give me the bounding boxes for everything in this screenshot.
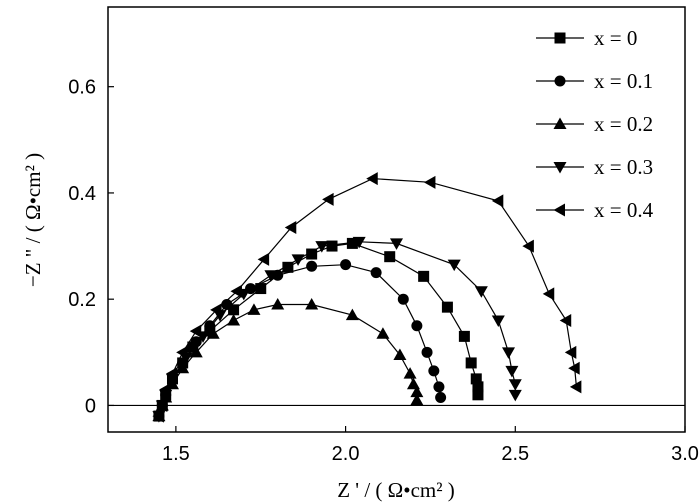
point-marker [305, 298, 319, 310]
point-marker [403, 367, 417, 379]
legend-label: x = 0.4 [594, 198, 654, 222]
point-marker [322, 192, 334, 206]
point-marker [271, 298, 285, 310]
point-marker [255, 283, 267, 295]
point-marker [152, 409, 164, 423]
point-marker [390, 238, 403, 250]
point-marker [284, 220, 297, 234]
point-marker [291, 254, 305, 266]
point-marker [315, 241, 329, 253]
series-line [158, 303, 418, 417]
point-marker [472, 381, 484, 393]
legend: x = 0 x = 0.1 x = 0.2 x = 0.3 x = 0.4 [536, 26, 654, 222]
point-marker [282, 261, 294, 273]
point-marker [346, 237, 358, 249]
y-tick-label: 0.2 [68, 289, 96, 311]
point-marker [435, 391, 447, 403]
point-marker [190, 336, 202, 348]
point-marker [366, 172, 378, 186]
y-tick-label: 0 [85, 395, 96, 417]
point-marker [505, 365, 519, 378]
point-marker [228, 304, 240, 316]
series-group [153, 259, 447, 422]
point-marker [553, 162, 567, 174]
point-marker [568, 361, 580, 375]
point-marker [165, 367, 178, 381]
x-tick-label: 2.0 [332, 443, 360, 465]
point-marker [176, 361, 190, 374]
series-group [152, 172, 582, 423]
x-tick-label: 3.0 [671, 443, 699, 465]
point-marker [345, 308, 359, 321]
point-marker [472, 389, 484, 401]
point-marker [393, 348, 407, 360]
point-marker [306, 260, 318, 272]
point-marker [397, 293, 409, 305]
point-marker [470, 373, 482, 385]
point-marker [155, 398, 168, 412]
point-marker [553, 117, 567, 129]
point-marker [508, 379, 522, 391]
x-axis-title: Z ' / ( Ω•cm² ) [337, 478, 455, 502]
point-marker [559, 313, 572, 327]
point-marker [411, 320, 423, 332]
point-marker [406, 377, 420, 390]
point-marker [257, 252, 270, 266]
legend-label: x = 0.2 [594, 112, 653, 136]
point-marker [189, 324, 202, 338]
legend-label: x = 0 [594, 26, 637, 50]
point-marker [384, 251, 396, 263]
point-marker [418, 270, 430, 282]
point-marker [210, 303, 222, 317]
point-marker [206, 327, 220, 339]
point-marker [326, 240, 338, 252]
plot-frame [107, 6, 686, 433]
point-marker [370, 267, 382, 279]
x-tick-label: 2.5 [501, 443, 529, 465]
point-marker [352, 236, 366, 249]
axis-ticks: 1.5 2.0 2.5 3.0 0 0.2 0.4 0.6 [68, 77, 699, 465]
point-marker [410, 393, 424, 406]
x-tick-label: 1.5 [162, 443, 190, 465]
point-marker [423, 175, 436, 189]
y-axis-title: −Z " / ( Ω•cm² ) [21, 153, 45, 287]
point-marker [554, 75, 566, 87]
series-layer [152, 172, 582, 423]
point-marker [176, 345, 188, 359]
point-marker [564, 345, 577, 359]
point-marker [502, 347, 516, 359]
point-marker [447, 259, 461, 272]
point-marker [491, 315, 505, 327]
point-marker [522, 239, 534, 253]
y-tick-label: 0.6 [68, 77, 96, 99]
point-marker [306, 248, 318, 260]
legend-label: x = 0.1 [594, 69, 653, 93]
point-marker [340, 259, 352, 271]
point-marker [227, 313, 241, 326]
point-marker [553, 203, 565, 217]
point-marker [474, 286, 488, 298]
series-group [152, 298, 424, 422]
point-marker [554, 32, 566, 44]
point-marker [247, 303, 261, 315]
y-tick-label: 0.4 [68, 183, 96, 205]
point-marker [159, 383, 171, 396]
legend-label: x = 0.3 [594, 155, 653, 179]
point-marker [441, 301, 453, 313]
point-marker [410, 385, 424, 398]
point-marker [264, 270, 278, 282]
point-marker [458, 330, 470, 342]
point-marker [542, 287, 555, 301]
point-marker [433, 381, 445, 393]
point-marker [508, 389, 522, 402]
point-marker [230, 284, 242, 298]
point-marker [465, 357, 477, 369]
point-marker [491, 194, 504, 208]
point-marker [421, 346, 433, 358]
point-marker [428, 365, 440, 377]
point-marker [189, 345, 203, 358]
point-marker [569, 380, 582, 394]
point-marker [376, 327, 390, 339]
